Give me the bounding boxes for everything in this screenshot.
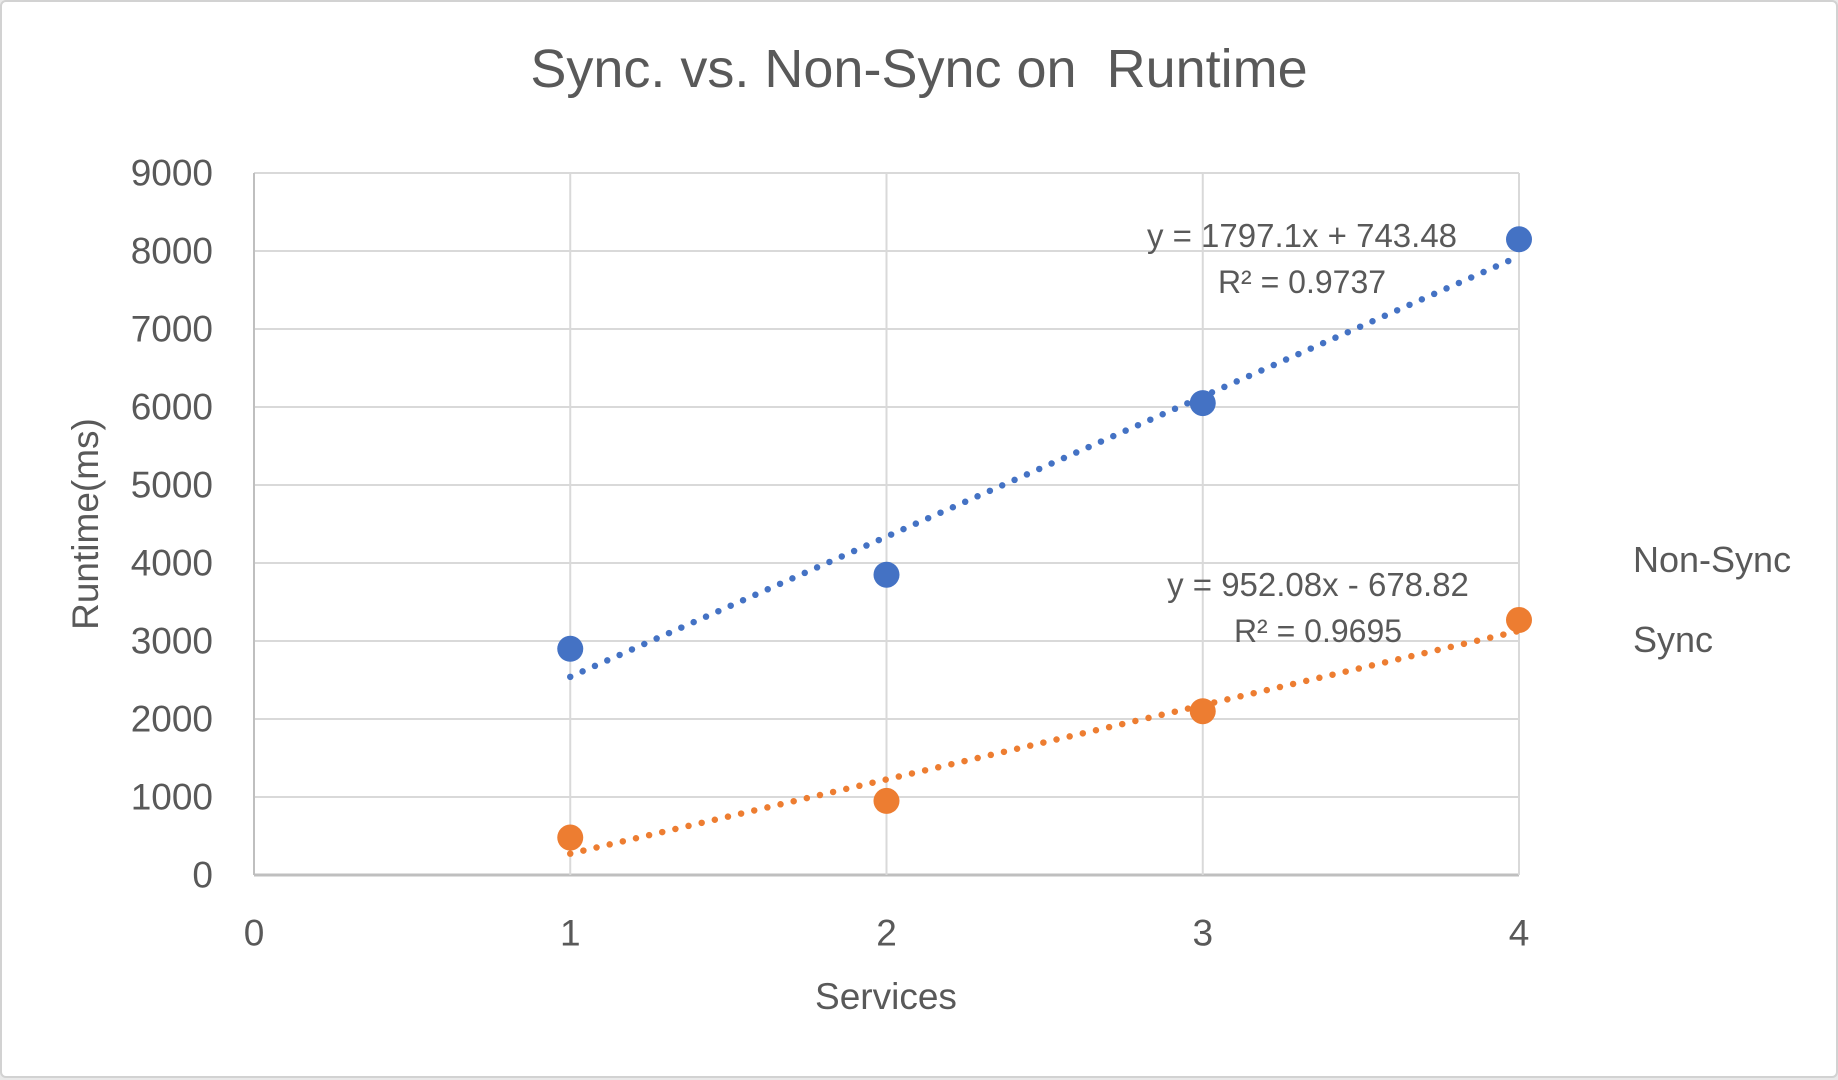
sync-trendline (567, 627, 1523, 857)
sync-point-1[interactable] (557, 824, 584, 851)
y-tick-label-0: 0 (192, 855, 213, 896)
non-sync-legend-marker-icon (1598, 549, 1621, 572)
non-sync-trend-annotation: y = 1797.1x + 743.48 R² = 0.9737 (1092, 212, 1512, 306)
y-tick-label-8000: 8000 (131, 231, 213, 272)
x-axis-title: Services (815, 976, 957, 1017)
y-tick-label-5000: 5000 (131, 465, 213, 506)
non-sync-point-2[interactable] (873, 561, 900, 588)
y-tick-label-9000: 9000 (131, 153, 213, 194)
non-sync-legend-label: Non-Sync (1633, 539, 1792, 580)
chart-title: Sync. vs. Non-Sync on Runtime (530, 39, 1308, 99)
x-tick-label-4: 4 (1509, 913, 1530, 954)
y-tick-label-6000: 6000 (131, 387, 213, 428)
non-sync-trend-r2: R² = 0.9737 (1217, 264, 1387, 300)
non-sync-point-3[interactable] (1189, 390, 1216, 417)
sync-trend-equation: y = 952.08x - 678.82 (1167, 566, 1469, 603)
non-sync-point-4[interactable] (1506, 226, 1532, 253)
x-tick-label-0: 0 (244, 913, 265, 954)
y-tick-label-1000: 1000 (131, 777, 213, 818)
legend-item-sync[interactable]: Sync (1598, 619, 1791, 661)
sync-legend-label: Sync (1633, 619, 1714, 660)
non-sync-trendline (567, 253, 1523, 681)
sync-trend-r2: R² = 0.9695 (1233, 613, 1403, 649)
y-tick-label-3000: 3000 (131, 621, 213, 662)
sync-point-3[interactable] (1189, 698, 1216, 725)
y-tick-label-7000: 7000 (131, 309, 213, 350)
non-sync-trend-equation: y = 1797.1x + 743.48 (1146, 217, 1458, 254)
x-tick-label-1: 1 (560, 913, 581, 954)
y-tick-label-4000: 4000 (131, 543, 213, 584)
sync-trend-annotation: y = 952.08x - 678.82 R² = 0.9695 (1108, 561, 1528, 655)
y-tick-label-2000: 2000 (131, 699, 213, 740)
legend-item-non-sync[interactable]: Non-Sync (1598, 539, 1791, 581)
x-tick-label-2: 2 (876, 913, 897, 954)
sync-point-2[interactable] (873, 787, 900, 814)
non-sync-point-1[interactable] (557, 635, 584, 662)
x-tick-label-3: 3 (1192, 913, 1213, 954)
sync-point-4[interactable] (1506, 606, 1532, 633)
legend: Non-Sync Sync (1598, 539, 1791, 699)
sync-legend-marker-icon (1598, 629, 1621, 652)
